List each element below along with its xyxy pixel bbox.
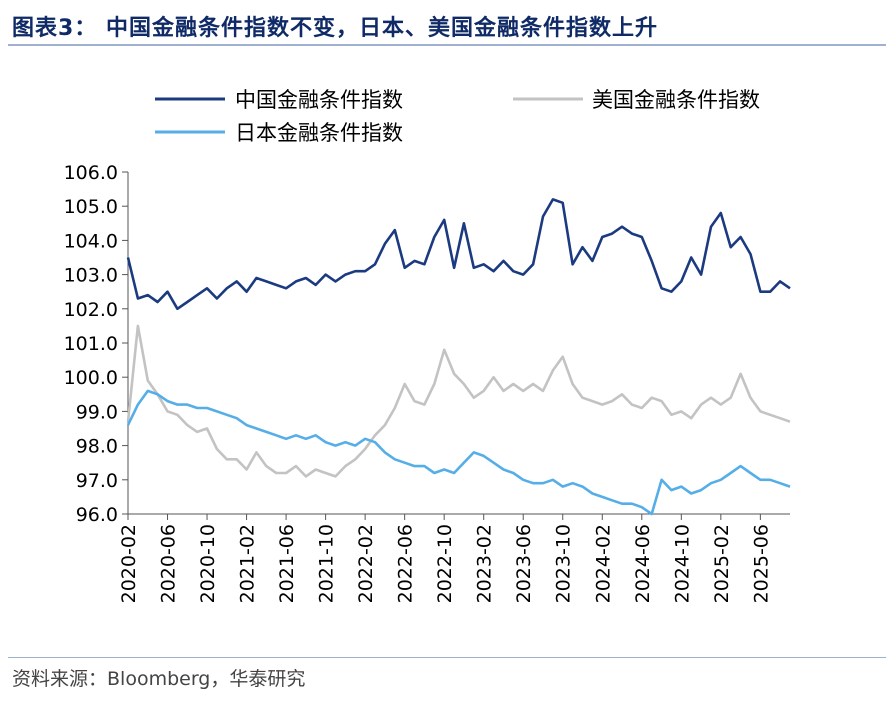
x-tick-label: 2022-06: [395, 524, 417, 603]
series-line-china: [126, 198, 791, 311]
figure-header: 图表3： 中国金融条件指数不变，日本、美国金融条件指数上升: [0, 0, 894, 46]
y-tick-label: 103.0: [64, 265, 118, 287]
y-tick-label: 104.0: [64, 230, 118, 252]
x-tick-label: 2023-06: [513, 524, 535, 603]
x-tick-label: 2020-06: [158, 524, 180, 603]
x-tick-label: 2020-02: [118, 524, 140, 603]
chart-container: 106.0 105.0 104.0 103.0 102.0 101.0 100.0 99.0 9…: [0, 50, 894, 650]
x-tick-label: 2021-10: [316, 524, 338, 603]
source-note: 资料来源：Bloomberg，华泰研究: [12, 668, 306, 690]
x-tick-label: 2023-02: [474, 524, 496, 603]
y-tick-label: 96.0: [76, 504, 118, 526]
x-tick-label: 2021-02: [237, 524, 259, 603]
title-divider: [8, 44, 886, 46]
x-tick-label: 2022-10: [434, 524, 456, 603]
y-tick-label: 102.0: [64, 299, 118, 321]
series-line-us: [126, 324, 791, 478]
y-tick-label: 105.0: [64, 196, 118, 218]
x-tick-label: 2023-10: [553, 524, 575, 603]
line-chart: 106.0 105.0 104.0 103.0 102.0 101.0 100.0 99.0 9…: [64, 88, 791, 603]
x-tick-label: 2024-10: [671, 524, 693, 603]
x-tick-label: 2022-02: [355, 524, 377, 603]
legend-label-us: 美国金融条件指数: [592, 88, 760, 112]
x-tick-label: 2024-02: [592, 524, 614, 603]
legend-label-china: 中国金融条件指数: [235, 88, 403, 112]
legend-label-japan: 日本金融条件指数: [235, 121, 403, 145]
figure-title: 图表3： 中国金融条件指数不变，日本、美国金融条件指数上升: [12, 16, 658, 41]
series-line-japan: [126, 389, 791, 516]
source-divider: [8, 657, 886, 658]
y-tick-label: 100.0: [64, 367, 118, 389]
x-tick-label: 2020-10: [197, 524, 219, 603]
x-tick-label: 2024-06: [632, 524, 654, 603]
y-tick-label: 98.0: [76, 436, 118, 458]
x-tick-label: 2021-06: [276, 524, 298, 603]
x-tick-label: 2025-06: [750, 524, 772, 603]
y-tick-label: 99.0: [76, 401, 118, 423]
y-tick-label: 101.0: [64, 333, 118, 355]
y-tick-label: 97.0: [76, 470, 118, 492]
y-tick-label: 106.0: [64, 162, 118, 184]
x-tick-label: 2025-02: [711, 524, 733, 603]
